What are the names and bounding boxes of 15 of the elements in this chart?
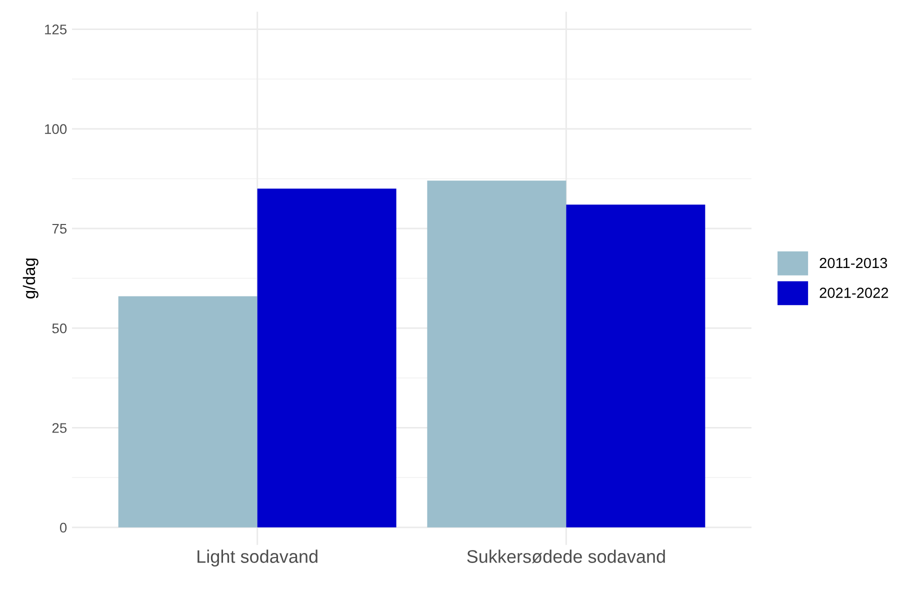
bar xyxy=(427,180,566,528)
bar xyxy=(566,204,706,528)
legend-label: 2021-2022 xyxy=(820,288,888,298)
bar xyxy=(257,188,396,528)
y-tick-label: 75 xyxy=(52,224,67,234)
bar xyxy=(118,296,258,528)
y-tick-label: 125 xyxy=(45,24,67,34)
x-tick-label: Light sodavand xyxy=(198,550,318,567)
y-tick-label: 0 xyxy=(60,522,67,533)
y-tick-label: 100 xyxy=(45,124,67,134)
y-tick-label: 50 xyxy=(52,323,67,334)
y-axis-title: g/dag xyxy=(22,258,38,298)
y-tick-label: 25 xyxy=(52,423,67,433)
x-tick-label: Sukkersødede sodavand xyxy=(467,550,665,564)
legend-label: 2011-2013 xyxy=(820,258,888,268)
